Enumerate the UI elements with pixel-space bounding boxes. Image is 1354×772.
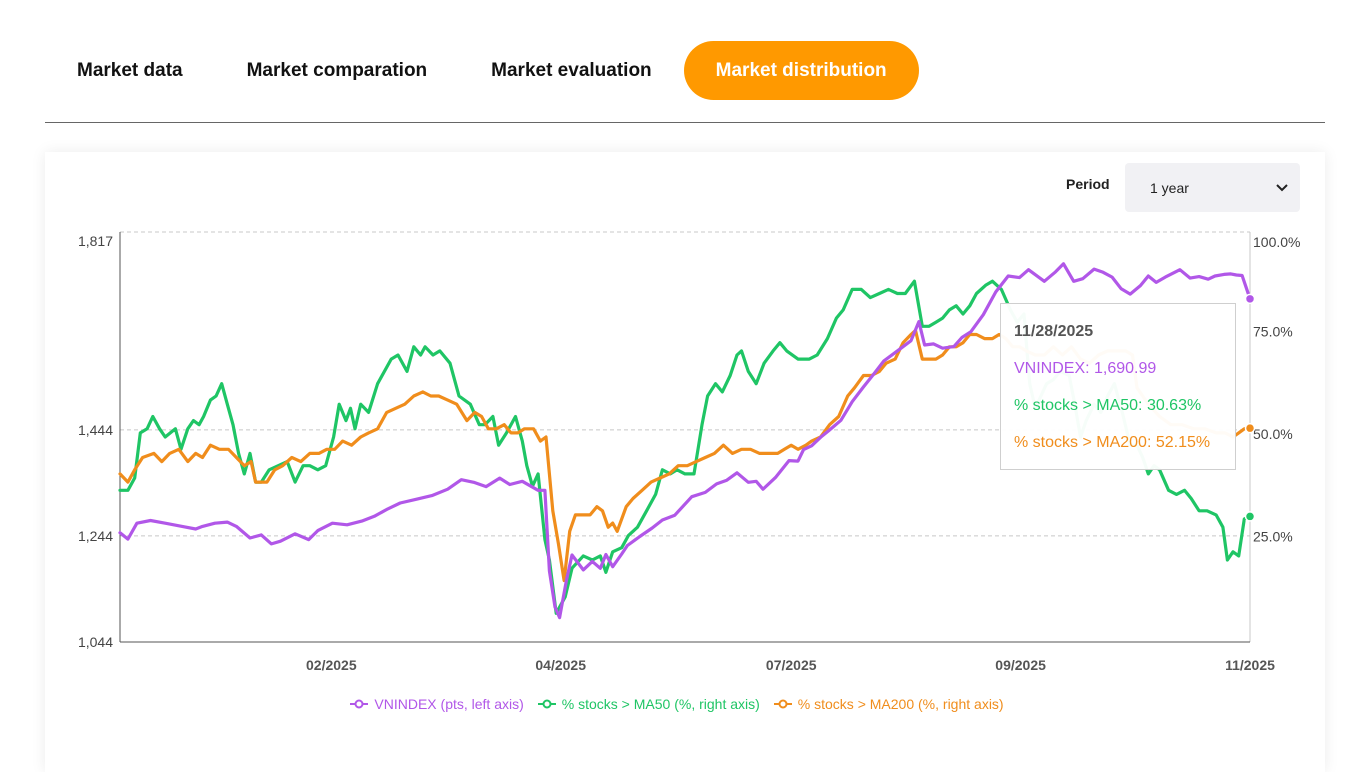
tooltip-vnindex: VNINDEX: 1,690.99 [1014, 360, 1157, 377]
legend-item-ma50[interactable]: % stocks > MA50 (%, right axis) [537, 696, 760, 712]
series-line [118, 262, 1252, 620]
chart-tooltip: 11/28/2025 VNINDEX: 1,690.99 % stocks > … [1000, 303, 1236, 470]
tab-market-distribution[interactable]: Market distribution [683, 41, 919, 100]
tab-market-evaluation[interactable]: Market evaluation [491, 60, 652, 81]
tab-market-comparation[interactable]: Market comparation [246, 60, 428, 81]
tooltip-ma50: % stocks > MA50: 30.63% [1014, 397, 1202, 414]
period-label: Period [1066, 176, 1110, 192]
x-tick-label: 11/2025 [1225, 657, 1275, 673]
chevron-down-icon [1276, 183, 1288, 191]
left-tick-label: 1,817 [78, 233, 113, 249]
legend-label: % stocks > MA200 (%, right axis) [797, 696, 1004, 712]
x-tick-label: 02/2025 [306, 657, 357, 673]
left-tick-label: 1,444 [78, 422, 113, 438]
legend-item-ma200[interactable]: % stocks > MA200 (%, right axis) [773, 696, 1004, 712]
axes: 1,044 1,244 1,444 1,817 25.0% 50.0% 75.0% 100.0… [78, 232, 1300, 673]
left-tick-label: 1,044 [78, 634, 113, 650]
period-select-value: 1 year [1150, 179, 1189, 196]
legend-marker-icon [537, 699, 556, 709]
x-tick-label: 04/2025 [535, 657, 586, 673]
x-tick-label: 07/2025 [766, 657, 817, 673]
chart-legend: VNINDEX (pts, left axis) % stocks > MA50… [0, 696, 1354, 712]
series-end-point [1244, 293, 1256, 305]
legend-marker-icon [773, 699, 792, 709]
legend-label: % stocks > MA50 (%, right axis) [561, 696, 760, 712]
x-tick-label: 09/2025 [995, 657, 1046, 673]
tooltip-ma200: % stocks > MA200: 52.15% [1014, 434, 1211, 451]
series-end-point [1244, 511, 1256, 522]
legend-item-vnindex[interactable]: VNINDEX (pts, left axis) [350, 696, 524, 712]
period-select[interactable]: 1 year [1125, 163, 1300, 212]
tooltip-date: 11/28/2025 [1014, 323, 1094, 340]
tab-market-data[interactable]: Market data [77, 60, 183, 81]
legend-label: VNINDEX (pts, left axis) [374, 696, 524, 712]
tab-divider [45, 122, 1325, 123]
series-end-point [1244, 422, 1256, 434]
right-tick-label: 75.0% [1253, 324, 1293, 340]
tab-bar: Market data Market comparation Market ev… [45, 41, 919, 100]
legend-marker-icon [350, 699, 369, 709]
right-tick-label: 25.0% [1253, 529, 1293, 545]
right-tick-label: 100.0% [1253, 234, 1300, 250]
right-tick-label: 50.0% [1253, 426, 1293, 442]
left-tick-label: 1,244 [78, 528, 113, 544]
